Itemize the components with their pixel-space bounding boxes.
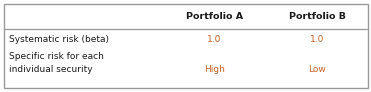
Text: Low: Low <box>308 65 326 74</box>
Text: Systematic risk (beta): Systematic risk (beta) <box>9 35 109 44</box>
Text: Specific risk for each: Specific risk for each <box>9 52 104 61</box>
Text: High: High <box>204 65 225 74</box>
Text: 1.0: 1.0 <box>310 35 324 44</box>
Text: 1.0: 1.0 <box>207 35 221 44</box>
Text: Portfolio A: Portfolio A <box>186 12 243 21</box>
Text: Portfolio B: Portfolio B <box>289 12 345 21</box>
Text: individual security: individual security <box>9 65 92 74</box>
